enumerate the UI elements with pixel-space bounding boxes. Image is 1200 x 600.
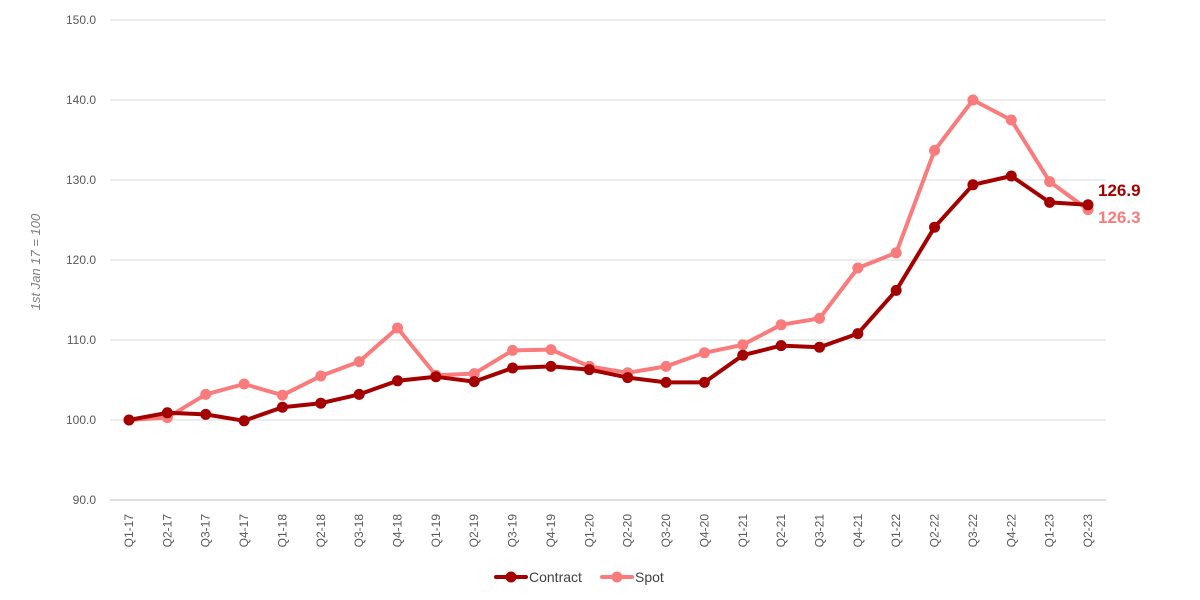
series-line-spot xyxy=(127,98,1090,422)
data-point-spot xyxy=(353,356,365,368)
legend-swatch-marker xyxy=(611,571,623,583)
x-tick-label: Q4-22 xyxy=(1004,514,1018,548)
legend: Contract Spot xyxy=(494,569,664,585)
data-point-contract xyxy=(468,376,480,388)
x-tick-label: Q2-19 xyxy=(467,514,481,548)
data-point-contract xyxy=(1082,199,1094,211)
legend-item-spot: Spot xyxy=(600,569,664,585)
data-point-spot xyxy=(276,389,288,401)
x-tick-label: Q2-20 xyxy=(621,514,635,548)
x-tick-label: Q3-22 xyxy=(966,514,980,548)
x-tick-label: Q4-17 xyxy=(237,514,251,548)
data-point-contract xyxy=(583,364,595,376)
data-point-spot xyxy=(507,344,519,356)
data-point-spot xyxy=(775,319,787,331)
y-tick-label: 110.0 xyxy=(67,333,96,347)
data-point-spot xyxy=(660,360,672,372)
data-point-contract xyxy=(929,221,941,233)
data-point-contract xyxy=(276,401,288,413)
data-point-contract xyxy=(660,376,672,388)
x-tick-label: Q4-18 xyxy=(391,514,405,548)
data-point-spot xyxy=(890,247,902,259)
data-point-contract xyxy=(430,371,442,383)
x-tick-label: Q2-22 xyxy=(928,514,942,548)
x-tick-label: Q2-18 xyxy=(314,514,328,548)
end-labels: 126.9 126.3 xyxy=(1098,181,1141,227)
data-point-spot xyxy=(698,347,710,359)
data-point-spot xyxy=(392,322,404,334)
data-point-contract xyxy=(622,372,634,384)
data-point-contract xyxy=(200,408,212,420)
y-tick-label: 100.0 xyxy=(66,413,96,427)
y-tick-label: 140.0 xyxy=(66,93,96,107)
legend-label: Contract xyxy=(529,569,582,585)
end-value-label-contract: 126.9 xyxy=(1098,181,1141,200)
x-tick-label: Q1-17 xyxy=(122,514,136,548)
data-point-contract xyxy=(392,375,404,387)
y-axis-ticks: 90.0 100.0 110.0 120.0 130.0 140.0 150.0 xyxy=(66,13,96,507)
data-point-contract xyxy=(315,397,327,409)
x-tick-label: Q1-18 xyxy=(275,514,289,548)
series-line-contract xyxy=(127,174,1090,423)
x-tick-label: Q2-17 xyxy=(160,514,174,548)
x-tick-label: Q2-23 xyxy=(1081,514,1095,548)
data-point-contract xyxy=(852,328,864,340)
data-point-spot xyxy=(967,94,979,106)
data-point-contract xyxy=(238,415,250,427)
legend-item-contract: Contract xyxy=(494,569,582,585)
data-point-spot xyxy=(929,144,941,156)
x-tick-label: Q1-19 xyxy=(429,514,443,548)
data-point-spot xyxy=(468,368,480,380)
data-point-contract xyxy=(775,340,787,352)
data-point-spot xyxy=(315,370,327,382)
data-point-contract xyxy=(737,349,749,361)
y-axis-label: 1st Jan 17 = 100 xyxy=(28,213,43,310)
x-tick-label: Q1-20 xyxy=(582,514,596,548)
x-tick-label: Q3-18 xyxy=(352,514,366,548)
x-tick-label: Q1-22 xyxy=(889,514,903,548)
legend-swatch-marker xyxy=(505,571,517,583)
data-point-spot xyxy=(1044,176,1056,188)
x-tick-label: Q4-20 xyxy=(697,514,711,548)
x-axis-ticks: Q1-17 Q2-17 Q3-17 Q4-17 Q1-18 Q2-18 Q3-18 Q4-18… xyxy=(122,514,1095,548)
data-point-contract xyxy=(161,407,173,419)
data-point-contract xyxy=(353,388,365,400)
gridlines xyxy=(110,19,1106,501)
data-point-contract xyxy=(545,360,557,372)
x-tick-label: Q1-21 xyxy=(736,514,750,548)
data-point-contract xyxy=(1005,170,1017,182)
x-tick-label: Q3-19 xyxy=(506,514,520,548)
y-tick-label: 130.0 xyxy=(66,173,96,187)
y-tick-label: 120.0 xyxy=(66,253,96,267)
series-contract xyxy=(123,170,1094,427)
x-tick-label: Q4-19 xyxy=(544,514,558,548)
data-point-contract xyxy=(507,362,519,374)
x-tick-label: Q1-23 xyxy=(1043,514,1057,548)
data-point-contract xyxy=(123,414,135,426)
series-lines xyxy=(123,94,1094,427)
x-tick-label: Q3-17 xyxy=(199,514,213,548)
y-tick-label: 90.0 xyxy=(73,493,97,507)
data-point-spot xyxy=(238,378,250,390)
data-point-contract xyxy=(813,341,825,353)
end-value-label-spot: 126.3 xyxy=(1098,208,1141,227)
data-point-contract xyxy=(890,284,902,296)
data-point-spot xyxy=(200,388,212,400)
data-point-contract xyxy=(1044,196,1056,208)
data-point-spot xyxy=(1005,114,1017,126)
x-tick-label: Q3-21 xyxy=(812,514,826,548)
data-point-spot xyxy=(852,262,864,274)
data-point-contract xyxy=(967,179,979,191)
legend-label: Spot xyxy=(635,569,664,585)
data-point-spot xyxy=(737,339,749,351)
y-tick-label: 150.0 xyxy=(66,13,96,27)
x-tick-label: Q2-21 xyxy=(774,514,788,548)
data-point-spot xyxy=(813,312,825,324)
x-tick-label: Q3-20 xyxy=(659,514,673,548)
data-point-contract xyxy=(698,376,710,388)
x-tick-label: Q4-21 xyxy=(851,514,865,548)
data-point-spot xyxy=(545,344,557,356)
